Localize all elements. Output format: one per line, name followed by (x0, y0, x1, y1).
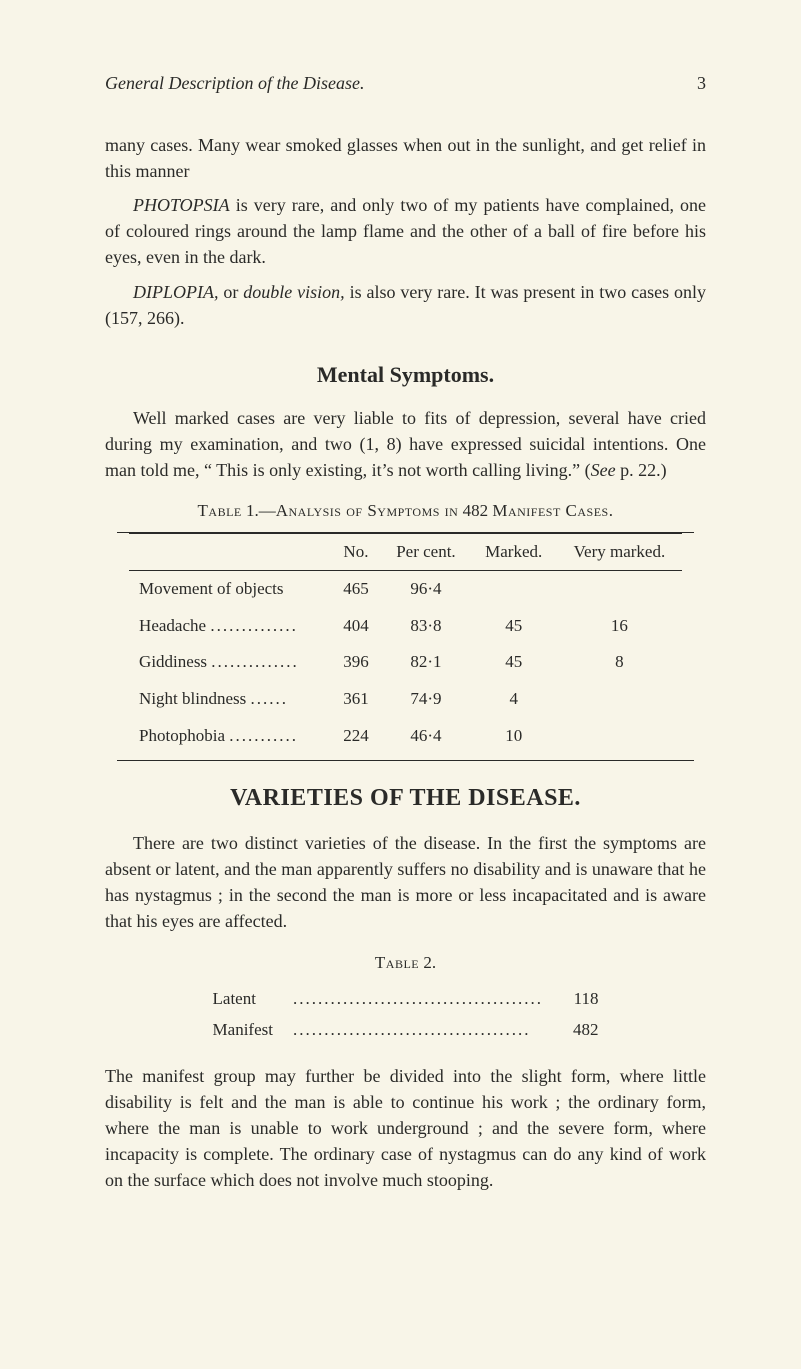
cell: 8 (557, 644, 682, 681)
table-row: Giddiness .............. 396 82·1 45 8 (129, 644, 682, 681)
table1-caption: Table 1.—Analysis of Symptoms in 482 Man… (105, 499, 706, 524)
table1-cap-c: Manifest Cases. (492, 501, 613, 520)
cell: 45 (470, 608, 556, 645)
cell (557, 681, 682, 718)
page-number: 3 (697, 70, 706, 96)
cell: 46·4 (381, 718, 470, 755)
row-label-text: Photophobia (139, 726, 225, 745)
paragraph-5: There are two distinct varieties of the … (105, 830, 706, 934)
table-row: Manifest ...............................… (205, 1016, 607, 1045)
table1-col-empty (129, 533, 330, 571)
row-label-text: Headache (139, 616, 206, 635)
table2-cap-b: 2. (419, 953, 436, 972)
cell: 10 (470, 718, 556, 755)
cell: 482 (553, 1016, 607, 1045)
leader-dots: ........... (229, 726, 298, 745)
table-row: Night blindness ...... 361 74·9 4 (129, 681, 682, 718)
paragraph-3-or: or (218, 282, 243, 302)
table1: No. Per cent. Marked. Very marked. Movem… (129, 533, 682, 755)
paragraph-6: The manifest group may further be divide… (105, 1063, 706, 1193)
cell: 96·4 (381, 571, 470, 608)
paragraph-4: Well marked cases are very liable to fit… (105, 405, 706, 483)
cell: 83·8 (381, 608, 470, 645)
running-title: General Description of the Disease. (105, 70, 364, 96)
table1-header-row: No. Per cent. Marked. Very marked. (129, 533, 682, 571)
leader-dots: ...................................... (285, 1016, 551, 1045)
table-row: Movement of objects 465 96·4 (129, 571, 682, 608)
leader-dots: ...... (251, 689, 289, 708)
table1-col-marked: Marked. (470, 533, 556, 571)
leader-dots: .............. (210, 616, 298, 635)
table1-col-very: Very marked. (557, 533, 682, 571)
cell: 224 (330, 718, 381, 755)
running-header: General Description of the Disease. 3 (105, 70, 706, 96)
see-ref: See (591, 460, 616, 480)
cell: 396 (330, 644, 381, 681)
term-double-vision: double vision, (243, 282, 344, 302)
cell (470, 571, 556, 608)
cell: 465 (330, 571, 381, 608)
row-label-text: Night blindness (139, 689, 246, 708)
table-row: Headache .............. 404 83·8 45 16 (129, 608, 682, 645)
table1-cap-a: Table (198, 501, 242, 520)
cell (557, 571, 682, 608)
row-label-text: Movement of objects (139, 579, 283, 598)
term-photopsia: PHOTOPSIA (133, 195, 230, 215)
row-label-text: Giddiness (139, 652, 207, 671)
row-label: Movement of objects (129, 571, 330, 608)
leader-dots: ........................................ (285, 985, 551, 1014)
table1-col-no: No. (330, 533, 381, 571)
heading-varieties: VARIETIES OF THE DISEASE. (105, 781, 706, 816)
paragraph-4-suf: p. 22.) (616, 460, 667, 480)
row-label: Giddiness .............. (129, 644, 330, 681)
table1-col-per: Per cent. (381, 533, 470, 571)
cell: 74·9 (381, 681, 470, 718)
table2: Latent .................................… (203, 983, 609, 1046)
cell: 16 (557, 608, 682, 645)
paragraph-3: DIPLOPIA, or double vision, is also very… (105, 279, 706, 331)
table1-bottom-rule (117, 760, 694, 761)
paragraph-1: many cases. Many wear smoked glasses whe… (105, 132, 706, 184)
cell: 118 (553, 985, 607, 1014)
table1-cap-mid: 482 (458, 501, 492, 520)
term-diplopia: DIPLOPIA, (133, 282, 218, 302)
cell: 404 (330, 608, 381, 645)
cell (557, 718, 682, 755)
table2-caption: Table 2. (105, 951, 706, 976)
row-label: Manifest (205, 1016, 283, 1045)
cell: 361 (330, 681, 381, 718)
row-label: Night blindness ...... (129, 681, 330, 718)
row-label: Headache .............. (129, 608, 330, 645)
heading-mental-symptoms: Mental Symptoms. (105, 359, 706, 391)
row-label: Latent (205, 985, 283, 1014)
table-row: Photophobia ........... 224 46·4 10 (129, 718, 682, 755)
table-row: Latent .................................… (205, 985, 607, 1014)
table1-cap-b: Analysis of Symptoms in (276, 501, 459, 520)
paragraph-2: PHOTOPSIA is very rare, and only two of … (105, 192, 706, 270)
cell: 4 (470, 681, 556, 718)
row-label: Photophobia ........... (129, 718, 330, 755)
leader-dots: .............. (211, 652, 299, 671)
cell: 45 (470, 644, 556, 681)
table2-cap-a: Table (375, 953, 419, 972)
table1-cap-num: 1.— (242, 501, 276, 520)
cell: 82·1 (381, 644, 470, 681)
